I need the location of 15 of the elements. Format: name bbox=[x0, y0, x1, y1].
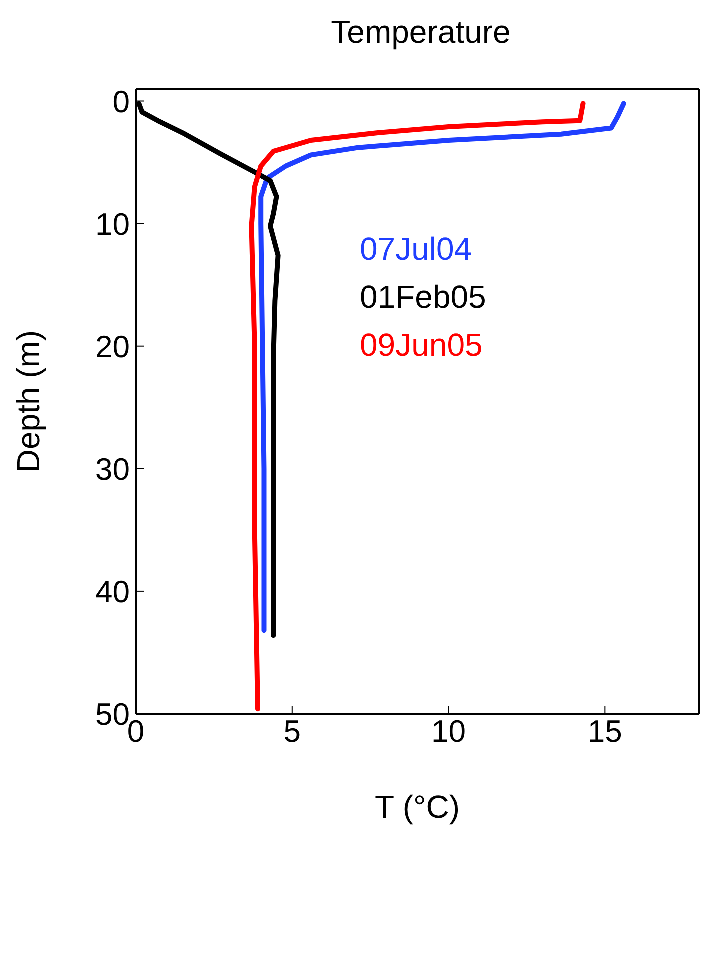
y-tick-label: 40 bbox=[96, 574, 130, 610]
x-tick-label: 5 bbox=[284, 714, 302, 750]
x-axis-title: T (°C) bbox=[374, 789, 460, 825]
chart-title: Temperature bbox=[330, 14, 512, 51]
y-tick-label: 0 bbox=[112, 84, 130, 120]
y-tick-label: 30 bbox=[96, 452, 130, 487]
text: 01Feb05 bbox=[360, 278, 488, 317]
text: 09Jun05 bbox=[360, 326, 484, 365]
text: 07Jul04 bbox=[360, 230, 474, 269]
y-tick-label: 50 bbox=[96, 697, 130, 732]
y-tick-label: 20 bbox=[96, 329, 130, 364]
x-tick-label: 10 bbox=[432, 714, 466, 750]
y-tick-label: 10 bbox=[96, 206, 130, 242]
x-tick-label: 15 bbox=[588, 714, 622, 750]
y-axis-title: Depth (m) bbox=[10, 330, 46, 473]
